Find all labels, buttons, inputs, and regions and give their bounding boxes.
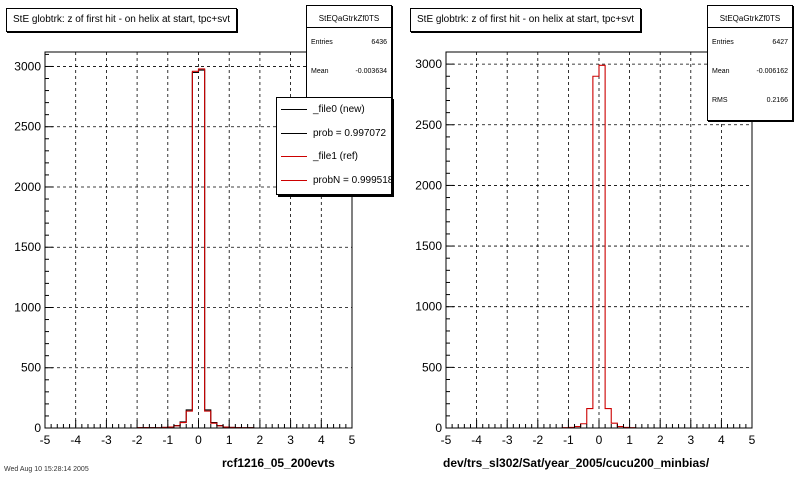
- chart-1-y-tick-label-0: 0: [34, 421, 41, 435]
- chart-2-plot-group: -5 -4 -3 -2 -1 0 1 2 3 4 5 0 500 1000 1500 2000 2500 3000: [415, 51, 756, 447]
- chart-1-y-tick-label-1: 500: [21, 361, 41, 375]
- chart-2-x-tick-label-9: 4: [718, 433, 725, 447]
- chart-1-entries-value: 6436: [371, 39, 387, 46]
- chart-2-x-tick-label-2: -3: [502, 433, 513, 447]
- chart-2-stats-name: StEQaGtrkZf0TS: [708, 6, 792, 28]
- legend-entry-file0: _file0 (new): [277, 98, 391, 122]
- legend-label-prob: prob = 0.997072: [313, 127, 387, 139]
- chart-2-entries-label: Entries: [712, 39, 734, 46]
- chart-1-stats-name: StEQaGtrkZf0TS: [307, 6, 391, 28]
- legend-swatch-prob: [281, 132, 307, 134]
- chart-2-stats-box: StEQaGtrkZf0TS Entries 6427 Mean -0.0061…: [707, 5, 793, 121]
- legend-label-file1: _file1 (ref): [313, 151, 359, 163]
- chart-1-x-tick-label-3: -2: [132, 433, 143, 447]
- chart-2-x-tick-label-6: 1: [626, 433, 633, 447]
- chart-2-x-tick-label-1: -4: [471, 433, 482, 447]
- chart-1-x-tick-label-8: 3: [287, 433, 294, 447]
- chart-1-x-axis-title: rcf1216_05_200evts: [222, 456, 335, 470]
- chart-2-mean-label: Mean: [712, 68, 730, 75]
- timestamp-footer: Wed Aug 10 15:28:14 2005: [4, 466, 89, 473]
- chart-2-x-tick-label-5: 0: [596, 433, 603, 447]
- legend-swatch-probn: [281, 179, 307, 181]
- chart-1-entries-label: Entries: [311, 39, 333, 46]
- legend-entry-prob: prob = 0.997072: [277, 122, 391, 146]
- chart-2-x-tick-label-3: -2: [532, 433, 543, 447]
- chart-1-x-tick-label-1: -4: [70, 433, 81, 447]
- chart-2-x-axis-title: dev/trs_sl302/Sat/year_2005/cucu200_minb…: [443, 456, 710, 470]
- chart-2-x-tick-label-4: -1: [563, 433, 574, 447]
- chart-1-legend: _file0 (new) prob = 0.997072 _file1 (ref…: [276, 97, 392, 195]
- chart-2-y-tick-label-0: 0: [435, 421, 442, 435]
- chart-1-stats-entries-row: Entries 6436: [307, 28, 391, 57]
- chart-2-y-tick-label-4: 2000: [415, 178, 442, 192]
- chart-1-mean-value: -0.003634: [355, 68, 387, 75]
- chart-1-y-tick-label-4: 2000: [14, 180, 41, 194]
- chart-2-entries-value: 6427: [772, 39, 788, 46]
- chart-2-x-tick-label-7: 2: [657, 433, 664, 447]
- chart-1-y-tick-label-6: 3000: [14, 59, 41, 73]
- legend-label-probn: probN = 0.999518: [313, 174, 392, 186]
- chart-2-x-tick-label-8: 3: [687, 433, 694, 447]
- chart-1-y-tick-label-2: 1000: [14, 300, 41, 314]
- chart-1-y-tick-label-5: 2500: [14, 120, 41, 134]
- chart-2-mean-value: -0.006162: [756, 68, 788, 75]
- chart-1-x-tick-label-9: 4: [318, 433, 325, 447]
- chart-1-x-tick-label-6: 1: [226, 433, 233, 447]
- chart-1-stats-box: StEQaGtrkZf0TS Entries 6436 Mean -0.0036…: [306, 5, 392, 101]
- chart-1-stats-mean-row: Mean -0.003634: [307, 57, 391, 86]
- chart-2-y-tick-label-1: 500: [422, 360, 442, 374]
- legend-entry-file1: _file1 (ref): [277, 145, 391, 169]
- chart-2-title: StE globtrk: z of first hit - on helix a…: [410, 8, 642, 32]
- legend-entry-probn: probN = 0.999518: [277, 169, 391, 193]
- chart-1-mean-label: Mean: [311, 68, 329, 75]
- chart-1-y-tick-label-3: 1500: [14, 240, 41, 254]
- chart-1-x-tick-label-2: -3: [101, 433, 112, 447]
- legend-swatch-file0: [281, 109, 307, 111]
- chart-2-x-tick-label-0: -5: [441, 433, 452, 447]
- chart-1-x-tick-label-0: -5: [40, 433, 51, 447]
- chart-2-stats-entries-row: Entries 6427: [708, 28, 792, 57]
- chart-1-title: StE globtrk: z of first hit - on helix a…: [6, 8, 238, 32]
- chart-2-rms-value: 0.2166: [766, 97, 788, 104]
- chart-2-y-tick-label-6: 3000: [415, 57, 442, 71]
- legend-label-file0: _file0 (new): [313, 104, 365, 116]
- chart-1-x-tick-label-4: -1: [162, 433, 173, 447]
- chart-1-x-tick-label-10: 5: [349, 433, 356, 447]
- chart-2-rms-label: RMS: [712, 97, 728, 104]
- chart-2-y-tick-label-3: 1500: [415, 239, 442, 253]
- chart-2-x-tick-label-10: 5: [749, 433, 756, 447]
- chart-2-y-tick-label-5: 2500: [415, 118, 442, 132]
- legend-swatch-file1: [281, 156, 307, 158]
- chart-1-x-tick-label-7: 2: [257, 433, 264, 447]
- chart-2-stats-rms-row: RMS 0.2166: [708, 86, 792, 115]
- chart-2-y-tick-label-2: 1000: [415, 300, 442, 314]
- chart-1-x-tick-label-5: 0: [195, 433, 202, 447]
- chart-2-stats-mean-row: Mean -0.006162: [708, 57, 792, 86]
